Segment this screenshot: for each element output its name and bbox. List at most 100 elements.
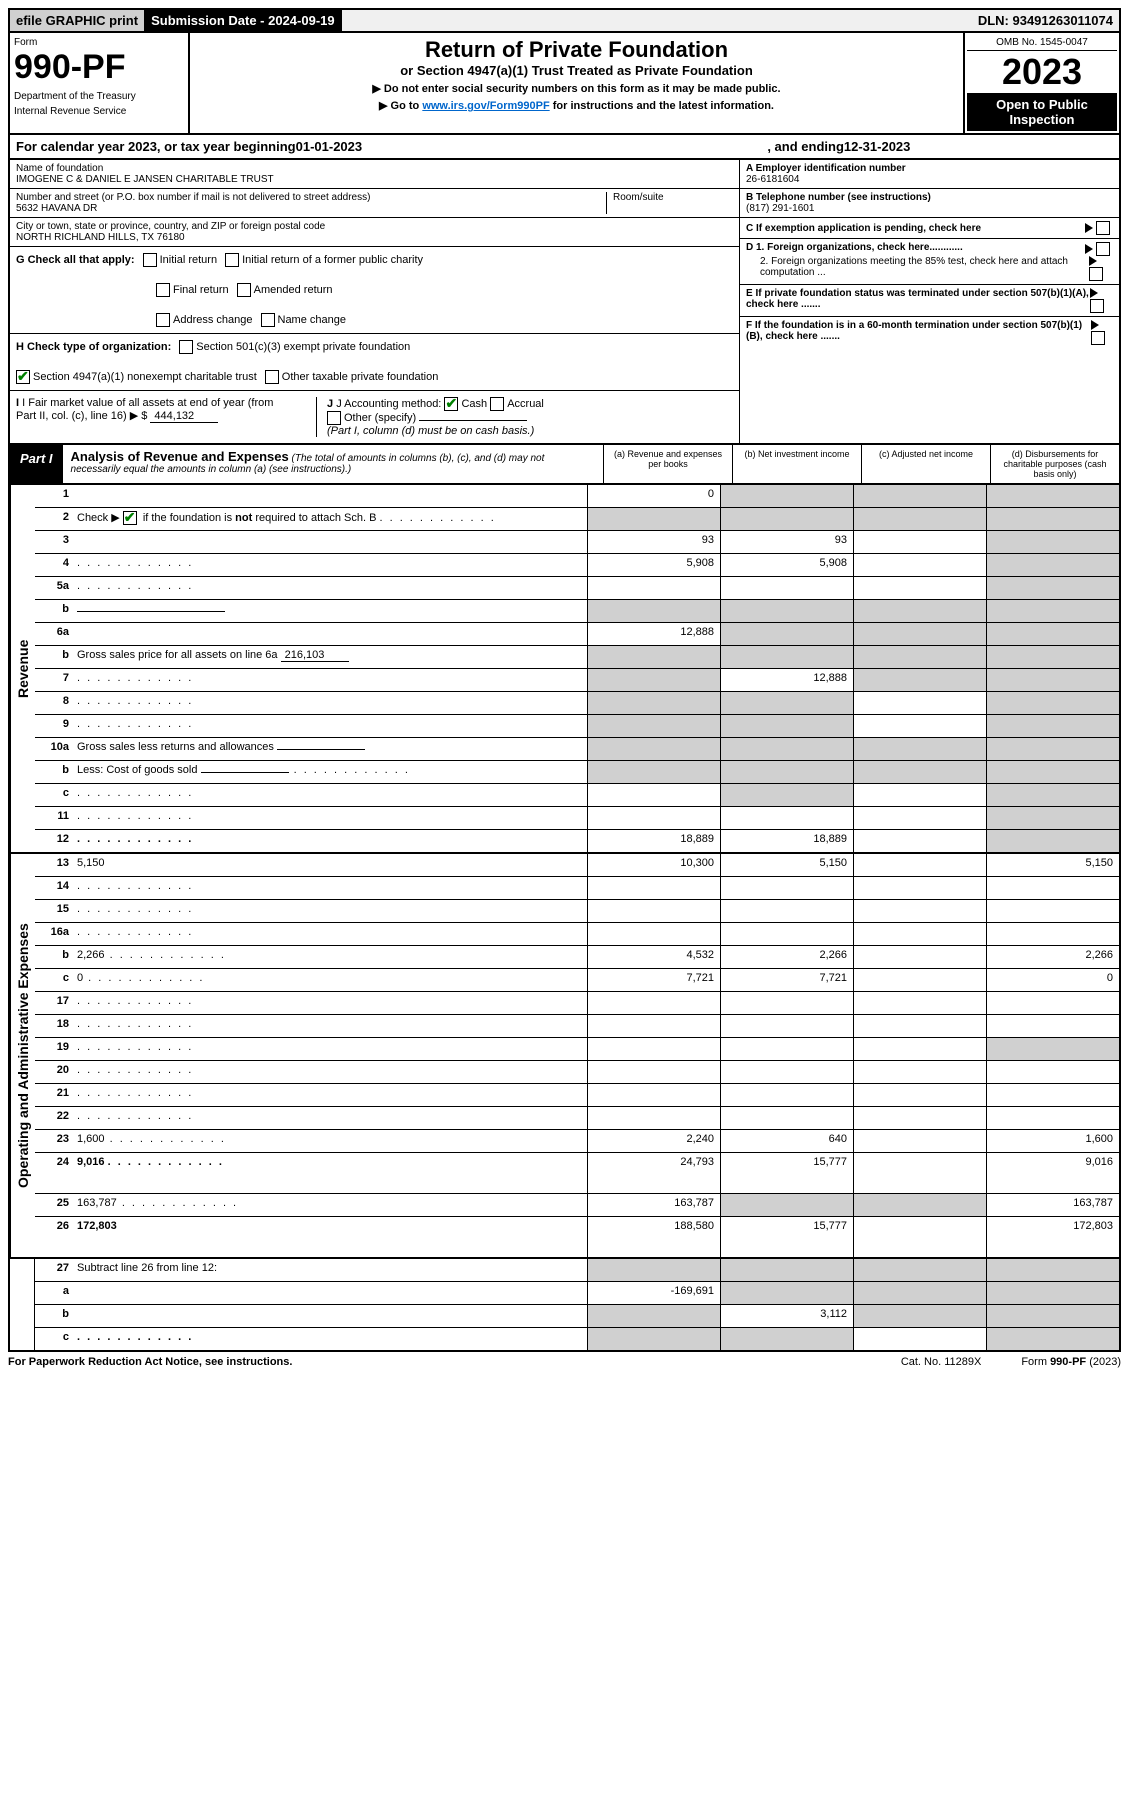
checkbox-initial-former[interactable] [225,253,239,267]
part1-title: Analysis of Revenue and Expenses [71,449,289,464]
arrow-icon [1089,256,1097,266]
h-label: H Check type of organization: [16,341,171,353]
form-link[interactable]: www.irs.gov/Form990PF [422,100,549,112]
sub-title: or Section 4947(a)(1) Trust Treated as P… [194,63,959,78]
checkbox-4947[interactable] [16,370,30,384]
g-initial-former-label: Initial return of a former public charit… [242,254,423,266]
table-row: 26172,803188,58015,777172,803 [35,1217,1119,1257]
arrow-icon [1091,320,1099,330]
checkbox-accrual[interactable] [490,397,504,411]
table-row: b2,2664,5322,2662,266 [35,946,1119,969]
d1-label: D 1. Foreign organizations, check here..… [746,242,963,256]
foundation-name: IMOGENE C & DANIEL E JANSEN CHARITABLE T… [16,174,733,185]
info-left: Name of foundation IMOGENE C & DANIEL E … [10,160,739,443]
checkbox-other-method[interactable] [327,411,341,425]
checkbox-name-change[interactable] [261,313,275,327]
checkbox-amended-return[interactable] [237,283,251,297]
col-d-header: (d) Disbursements for charitable purpose… [990,445,1119,483]
table-row: 5a [35,577,1119,600]
checkbox-initial-return[interactable] [143,253,157,267]
table-row: 712,888 [35,669,1119,692]
efile-print-button[interactable]: efile GRAPHIC print [10,10,145,31]
table-row: 231,6002,2406401,600 [35,1130,1119,1153]
g-final-label: Final return [173,284,229,296]
name-address-row: Name of foundation IMOGENE C & DANIEL E … [10,160,739,189]
address-label: Number and street (or P.O. box number if… [16,192,606,203]
ein-cell: A Employer identification number 26-6181… [739,160,1119,189]
table-row: 11 [35,807,1119,830]
f-cell: F If the foundation is in a 60-month ter… [739,317,1119,443]
expenses-rows: 135,15010,3005,1505,150 14 15 16a b2,266… [35,854,1119,1257]
table-row: 8 [35,692,1119,715]
checkbox-c[interactable] [1096,221,1110,235]
part1-desc: Analysis of Revenue and Expenses (The to… [63,445,603,483]
instruction-2: ▶ Go to www.irs.gov/Form990PF for instru… [194,99,959,112]
tel-label: B Telephone number (see instructions) [746,192,1113,203]
room-label: Room/suite [613,192,733,203]
fmv-value: 444,132 [150,410,218,423]
dln-value: 93491263011074 [1012,13,1113,28]
table-row: 20 [35,1061,1119,1084]
checkbox-e[interactable] [1090,299,1104,313]
arrow-icon [1085,244,1093,254]
part1-label: Part I [10,445,63,483]
table-row: 9 [35,715,1119,738]
address: 5632 HAVANA DR [16,203,606,214]
table-row: 16a [35,923,1119,946]
checkbox-address-change[interactable] [156,313,170,327]
checkbox-d2[interactable] [1089,267,1103,281]
checkbox-f[interactable] [1091,331,1105,345]
j-note: (Part I, column (d) must be on cash basi… [327,425,733,437]
checkbox-other-taxable[interactable] [265,370,279,384]
info-block: Name of foundation IMOGENE C & DANIEL E … [8,160,1121,445]
city-label: City or town, state or province, country… [16,221,733,232]
calyear-label-a: For calendar year 2023, or tax year begi… [16,139,296,154]
calendar-year-row: For calendar year 2023, or tax year begi… [8,135,1121,160]
city-row: City or town, state or province, country… [10,218,739,247]
checkbox-d1[interactable] [1096,242,1110,256]
instruction-1: ▶ Do not enter social security numbers o… [194,82,959,95]
address-row: Number and street (or P.O. box number if… [10,189,739,218]
g-initial-label: Initial return [160,254,217,266]
g-label: G Check all that apply: [16,254,135,266]
table-row: c [35,784,1119,807]
arrow-icon [1090,288,1098,298]
revenue-section: Revenue 10 2Check ▶ if the foundation is… [8,485,1121,854]
table-row: 135,15010,3005,1505,150 [35,854,1119,877]
g-amended-label: Amended return [254,284,333,296]
ein-value: 26-6181604 [746,174,1113,185]
footer-mid: Cat. No. 11289X [901,1356,982,1368]
table-row: 10 [35,485,1119,508]
j-cash-label: Cash [461,398,487,410]
table-row: c [35,1328,1119,1350]
d-cell: D 1. Foreign organizations, check here..… [739,239,1119,285]
table-row: bGross sales price for all assets on lin… [35,646,1119,669]
dln: DLN: 93491263011074 [972,10,1119,31]
table-row: 6a12,888 [35,623,1119,646]
h-check-row: H Check type of organization: Section 50… [10,334,739,391]
part1-header: Part I Analysis of Revenue and Expenses … [8,445,1121,485]
table-row: 45,9085,908 [35,554,1119,577]
expenses-side-label: Operating and Administrative Expenses [10,854,35,1257]
table-row: 22 [35,1107,1119,1130]
tel-cell: B Telephone number (see instructions) (8… [739,189,1119,218]
irs-label: Internal Revenue Service [14,106,184,117]
checkbox-sch-b[interactable] [123,511,137,525]
checkbox-cash[interactable] [444,397,458,411]
j-other-label: Other (specify) [344,412,416,424]
checkbox-501c3[interactable] [179,340,193,354]
i-label: I Fair market value of all assets at end… [16,397,273,422]
footer-right: Form 990-PF (2023) [1021,1356,1121,1368]
omb-number: OMB No. 1545-0047 [967,35,1117,51]
col-b-header: (b) Net investment income [732,445,861,483]
table-row: c07,7217,7210 [35,969,1119,992]
submission-date-value: 2024-09-19 [268,13,335,28]
form-label: Form [14,37,184,48]
e-cell: E If private foundation status was termi… [739,285,1119,317]
table-row: b [35,600,1119,623]
col-a-header: (a) Revenue and expenses per books [603,445,732,483]
checkbox-final-return[interactable] [156,283,170,297]
form-number-cell: Form 990-PF Department of the Treasury I… [10,33,190,133]
line27-section: 27Subtract line 26 from line 12: a-169,6… [8,1259,1121,1352]
table-row: 25163,787163,787163,787 [35,1194,1119,1217]
